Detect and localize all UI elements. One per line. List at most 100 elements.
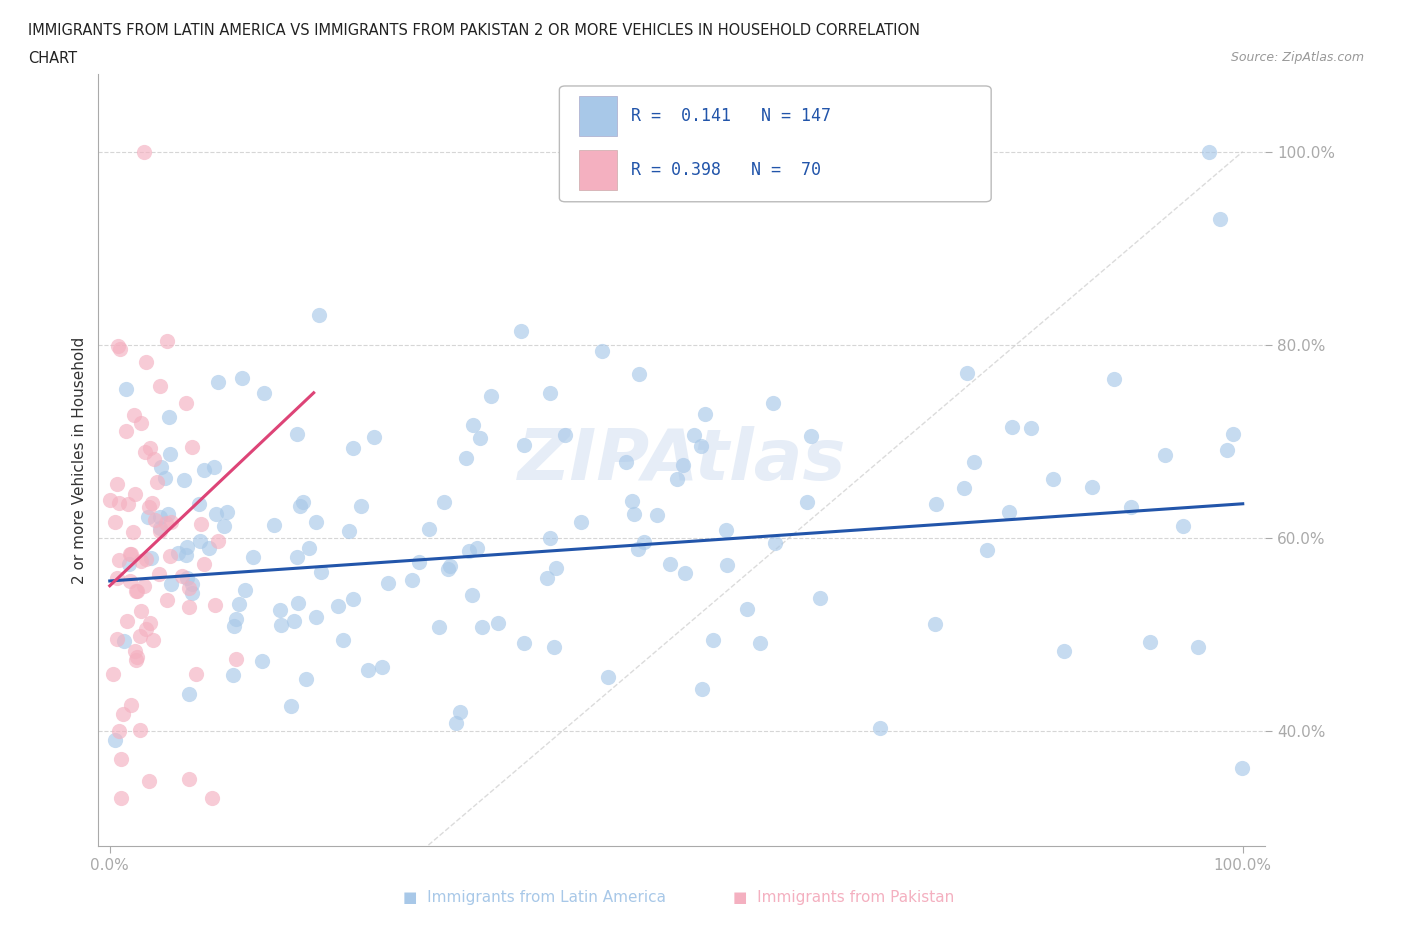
Point <box>180 439 202 454</box>
Point <box>112 707 135 722</box>
Point <box>231 371 253 386</box>
Point <box>138 774 160 789</box>
Point <box>486 616 509 631</box>
Point <box>1209 212 1232 227</box>
Point <box>665 916 688 930</box>
Point <box>292 495 315 510</box>
Point <box>143 513 166 528</box>
Point <box>263 518 285 533</box>
Point <box>749 635 772 650</box>
Point <box>156 593 179 608</box>
Point <box>107 552 129 567</box>
Point <box>1102 372 1125 387</box>
Point <box>683 428 706 443</box>
Point <box>188 533 211 548</box>
Point <box>337 524 360 538</box>
Point <box>177 771 200 786</box>
Point <box>444 715 467 730</box>
Text: ZIPAtlas: ZIPAtlas <box>517 426 846 495</box>
Point <box>1139 634 1161 649</box>
Point <box>1053 644 1076 658</box>
Point <box>205 507 228 522</box>
Point <box>253 386 276 401</box>
Point <box>118 547 141 562</box>
Point <box>290 498 312 513</box>
Point <box>479 389 502 404</box>
Point <box>157 507 180 522</box>
Point <box>467 540 489 555</box>
Point <box>673 565 696 580</box>
Point <box>1119 499 1142 514</box>
Point <box>142 632 165 647</box>
Point <box>149 509 172 524</box>
Point <box>569 515 592 530</box>
Point <box>808 591 831 605</box>
Point <box>107 339 129 353</box>
Point <box>796 494 818 509</box>
Point <box>623 506 645 521</box>
Point <box>621 493 644 508</box>
Point <box>463 418 485 432</box>
Point <box>138 499 160 514</box>
Point <box>762 395 785 410</box>
Point <box>287 596 309 611</box>
Point <box>115 381 138 396</box>
Point <box>181 577 204 591</box>
Point <box>702 632 724 647</box>
Point <box>538 531 561 546</box>
Point <box>250 654 273 669</box>
Point <box>436 562 458 577</box>
Point <box>120 698 142 712</box>
Point <box>120 574 142 589</box>
Point <box>105 476 128 491</box>
Point <box>295 671 318 686</box>
Point <box>135 551 157 566</box>
Text: R =  0.141   N = 147: R = 0.141 N = 147 <box>630 107 831 125</box>
Point <box>134 445 156 459</box>
Point <box>217 504 239 519</box>
Point <box>124 486 146 501</box>
Point <box>150 460 173 475</box>
Point <box>160 514 183 529</box>
Point <box>280 698 302 713</box>
Point <box>131 553 153 568</box>
Point <box>1042 472 1064 486</box>
Point <box>298 540 321 555</box>
Point <box>305 514 328 529</box>
Point <box>149 524 172 538</box>
Point <box>120 547 142 562</box>
Point <box>124 652 146 667</box>
Point <box>110 752 132 767</box>
Point <box>204 598 226 613</box>
Point <box>633 535 655 550</box>
Point <box>716 558 738 573</box>
Point <box>135 621 157 636</box>
Point <box>963 455 986 470</box>
Point <box>543 640 565 655</box>
Point <box>363 430 385 445</box>
Point <box>198 541 221 556</box>
Point <box>105 571 128 586</box>
Point <box>953 481 976 496</box>
Point <box>693 406 716 421</box>
Point <box>672 457 695 472</box>
Point <box>924 497 946 512</box>
Point <box>149 521 172 536</box>
Point <box>212 518 235 533</box>
Point <box>103 514 125 529</box>
Point <box>1171 518 1194 533</box>
Point <box>190 516 212 531</box>
Point <box>149 379 172 393</box>
Point <box>690 439 713 454</box>
Point <box>148 567 170 582</box>
Point <box>645 508 668 523</box>
Point <box>141 496 163 511</box>
Point <box>956 365 979 380</box>
Point <box>142 451 165 466</box>
Point <box>156 334 179 349</box>
Point <box>159 446 181 461</box>
Point <box>513 635 536 650</box>
Point <box>225 651 247 666</box>
Point <box>228 596 250 611</box>
Point <box>125 650 148 665</box>
